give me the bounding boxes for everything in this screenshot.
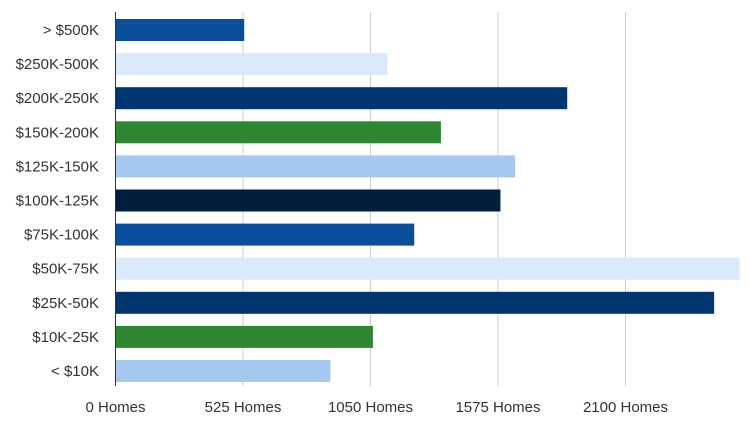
y-category-label: $25K-50K [32, 295, 99, 312]
bar[interactable] [115, 87, 568, 110]
bar[interactable] [115, 223, 415, 246]
bars [115, 19, 740, 382]
bar[interactable] [115, 325, 373, 348]
bar[interactable] [115, 121, 441, 144]
bar[interactable] [115, 291, 715, 314]
x-tick-label: 1050 Homes [328, 399, 413, 416]
x-tick-label: 1575 Homes [455, 399, 540, 416]
y-category-label: < $10K [51, 363, 99, 380]
x-tick-label: 2100 Homes [583, 399, 668, 416]
y-category-label: $100K-125K [16, 193, 99, 210]
bar[interactable] [115, 257, 740, 280]
y-category-label: $150K-200K [16, 124, 99, 141]
x-tick-label: 0 Homes [85, 399, 145, 416]
bar[interactable] [115, 19, 245, 41]
bar[interactable] [115, 189, 501, 212]
y-category-label: > $500K [43, 22, 99, 39]
bar[interactable] [115, 155, 516, 178]
y-category-label: $75K-100K [24, 227, 99, 244]
y-category-label: $50K-75K [32, 261, 99, 278]
y-category-label: $125K-150K [16, 158, 99, 175]
x-tick-label: 525 Homes [205, 399, 282, 416]
y-axis-labels: > $500K $250K-500K $200K-250K $150K-200K $12… [16, 22, 99, 380]
bar[interactable] [115, 360, 331, 382]
bar[interactable] [115, 53, 388, 76]
x-axis-labels: 0 Homes 525 Homes 1050 Homes 1575 Homes 2100… [85, 399, 668, 416]
y-category-label: $10K-25K [32, 329, 99, 346]
y-category-label: $250K-500K [16, 56, 99, 73]
y-category-label: $200K-250K [16, 90, 99, 107]
